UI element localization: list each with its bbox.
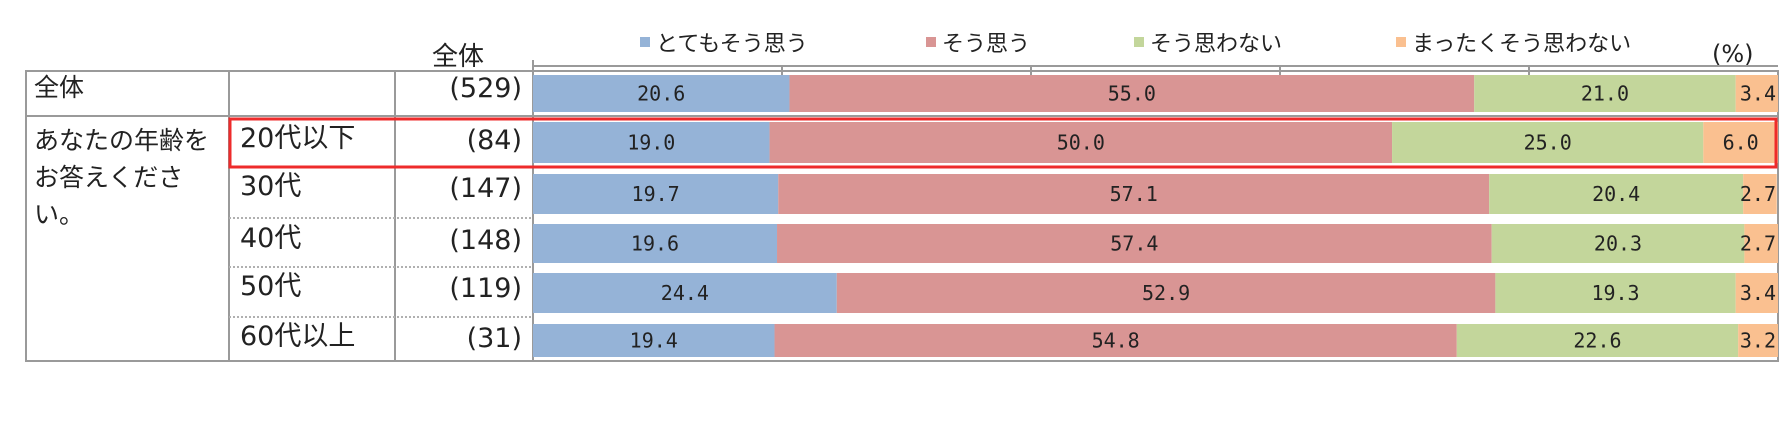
bar-r1-s2: [1392, 122, 1704, 163]
legend-label-3: まったくそう思わない: [1412, 32, 1632, 57]
bar-r0-s2: [1474, 75, 1736, 112]
bar-label-r5-s0: 19.4: [630, 329, 678, 353]
bar-label-r0-s2: 21.0: [1581, 82, 1629, 106]
bar-r4-s1: [836, 273, 1496, 313]
bar-r3-s2: [1491, 224, 1745, 263]
bar-r4-s2: [1495, 273, 1736, 313]
bar-r4-s3: [1735, 273, 1778, 313]
row-label-1: 20代以下: [240, 123, 356, 154]
legend-item-3: まったくそう思わない: [1396, 26, 1631, 58]
bar-label-r3-s0: 19.6: [631, 232, 679, 256]
legend-item-1: そう思う: [926, 26, 1030, 58]
header-total-label: 全体: [432, 42, 485, 72]
bar-label-r1-s0: 19.0: [627, 131, 675, 155]
bar-label-r5-s2: 22.6: [1573, 329, 1621, 353]
bar-r0-s0: [533, 75, 790, 112]
legend-label-0: とてもそう思う: [656, 32, 808, 57]
row-label-5: 60代以上: [240, 321, 356, 352]
highlight-box: [228, 117, 1778, 169]
legend-label-2: そう思わない: [1150, 32, 1283, 57]
bar-label-r3-s1: 57.4: [1110, 232, 1158, 256]
bar-label-r2-s3: 2.7: [1740, 182, 1776, 206]
bars: [533, 75, 1778, 357]
bar-labels: 20.6 55.0 21.0 3.4 19.0 50.0 25.0 6.0 19.7 57.1 20…: [627, 82, 1776, 353]
bar-r5-s1: [774, 324, 1457, 357]
bar-label-r4-s2: 19.3: [1591, 281, 1639, 305]
bar-label-r2-s0: 19.7: [632, 182, 680, 206]
bar-r0-s3: [1735, 75, 1778, 112]
row-n-4: (119): [449, 273, 522, 304]
bar-r5-s0: [533, 324, 775, 357]
bar-label-r5-s3: 3.2: [1740, 329, 1776, 353]
bar-label-r0-s0: 20.6: [637, 82, 685, 106]
legend-item-2: そう思わない: [1134, 26, 1282, 58]
bar-r1-s3: [1703, 122, 1778, 163]
bar-label-r1-s2: 25.0: [1524, 131, 1572, 155]
bar-label-r1-s3: 6.0: [1723, 131, 1759, 155]
bar-r0-s1: [789, 75, 1475, 112]
row-n-1: (84): [466, 125, 522, 156]
bar-label-r4-s1: 52.9: [1142, 281, 1190, 305]
bar-r2-s2: [1489, 174, 1744, 214]
row-label-2: 30代: [240, 171, 302, 202]
row-label-3: 40代: [240, 223, 302, 254]
legend-label-1: そう思う: [942, 32, 1031, 57]
bar-label-r2-s2: 20.4: [1592, 182, 1640, 206]
bar-r3-s0: [533, 224, 778, 263]
table-frame: [25, 70, 1779, 362]
legend-swatch-1: [926, 37, 936, 47]
bar-r1-s0: [533, 122, 770, 163]
bar-r2-s3: [1743, 174, 1777, 214]
bar-r2-s0: [533, 174, 779, 214]
bar-label-r3-s2: 20.3: [1594, 232, 1642, 256]
row-label-4: 50代: [240, 271, 302, 302]
legend-swatch-2: [1134, 37, 1144, 47]
bar-label-r4-s3: 3.4: [1740, 281, 1776, 305]
bar-r5-s3: [1738, 324, 1778, 357]
row-label-total: 全体: [34, 73, 85, 102]
bar-label-r0-s1: 55.0: [1108, 82, 1156, 106]
bar-label-r2-s1: 57.1: [1110, 182, 1158, 206]
legend-swatch-0: [640, 37, 650, 47]
bar-r2-s1: [778, 174, 1490, 214]
row-n-3: (148): [449, 225, 522, 256]
bar-r4-s0: [533, 273, 837, 313]
bar-r5-s2: [1456, 324, 1739, 357]
bar-label-r1-s1: 50.0: [1057, 131, 1105, 155]
bar-label-r4-s0: 24.4: [661, 281, 709, 305]
row-n-0: (529): [449, 73, 522, 104]
bar-label-r5-s1: 54.8: [1092, 329, 1140, 353]
bar-r1-s1: [769, 122, 1393, 163]
bar-label-r0-s3: 3.4: [1740, 82, 1776, 106]
group-label: あなたの年齢をお答えください。: [34, 126, 210, 229]
legend-item-0: とてもそう思う: [640, 26, 808, 58]
bar-r3-s1: [777, 224, 1492, 263]
legend-swatch-3: [1396, 37, 1406, 47]
bar-label-r3-s3: 2.7: [1740, 232, 1776, 256]
unit-label: (%): [1712, 40, 1754, 68]
row-n-2: (147): [449, 173, 522, 204]
highlight-rect: [228, 117, 1778, 169]
bar-r3-s3: [1744, 224, 1778, 263]
row-n-5: (31): [466, 323, 522, 354]
